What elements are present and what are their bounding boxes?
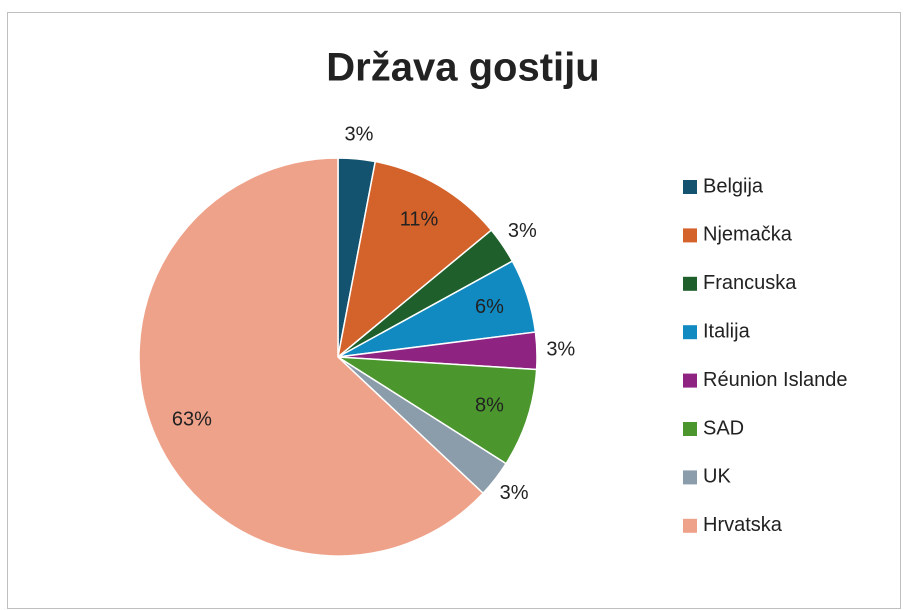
legend-swatch — [683, 373, 697, 388]
legend-label: Réunion Islande — [703, 369, 848, 391]
data-label: 6% — [475, 296, 504, 318]
legend-label: SAD — [703, 417, 744, 439]
data-label: 3% — [500, 482, 529, 504]
legend-label: Italija — [703, 320, 751, 342]
data-label: 63% — [172, 409, 212, 431]
legend-label: Njemačka — [703, 224, 793, 246]
pie-slice — [138, 157, 485, 557]
legend-swatch — [683, 325, 697, 340]
data-label: 3% — [345, 123, 374, 145]
legend-swatch — [683, 180, 697, 194]
legend-label: Belgija — [703, 175, 764, 197]
data-label: 8% — [475, 394, 504, 416]
chart-title: Država gostiju — [326, 46, 599, 90]
legend-swatch — [683, 422, 697, 436]
legend-label: Hrvatska — [703, 514, 783, 536]
legend-swatch — [683, 470, 697, 485]
legend-swatch — [683, 518, 697, 533]
legend-label: Francuska — [703, 272, 797, 294]
data-label: 3% — [546, 338, 575, 360]
legend-swatch — [683, 228, 697, 243]
data-label: 11% — [400, 208, 439, 230]
pie-slice — [337, 356, 538, 465]
legend-swatch — [683, 276, 697, 291]
legend-label: UK — [703, 466, 731, 488]
pie-slice — [336, 160, 493, 359]
data-label: 3% — [508, 220, 537, 242]
